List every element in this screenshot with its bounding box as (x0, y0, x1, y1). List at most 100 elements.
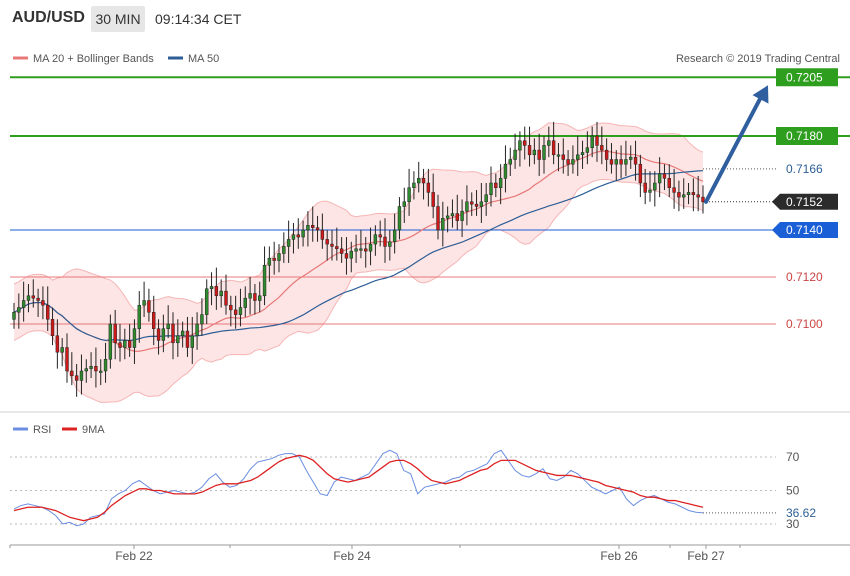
candle-body (176, 335, 180, 344)
candle-body (595, 135, 599, 146)
candle-body (74, 375, 79, 381)
candle-body (156, 328, 161, 341)
candle-body (378, 234, 382, 238)
bollinger-band (13, 122, 704, 403)
candle-body (219, 290, 223, 297)
research-credit: Research © 2019 Trading Central (676, 53, 840, 65)
candle-body (262, 265, 267, 297)
resistance-label-0.7205: 0.7205 (786, 70, 823, 84)
candle-body (17, 307, 21, 313)
candle-body (402, 201, 406, 207)
candle-body (214, 286, 219, 297)
candle-body (547, 140, 551, 146)
ma9-legend-label: 9MA (82, 424, 105, 436)
candle-body (373, 234, 378, 245)
candle-body (532, 149, 537, 156)
candle-body (209, 286, 214, 289)
candle-body (368, 243, 373, 252)
candle-body (339, 248, 344, 254)
dotted-label-0.7166: 0.7166 (786, 162, 823, 176)
pivot-label-bg-0.7140 (772, 222, 838, 238)
candle-body (696, 194, 700, 198)
candle-body (315, 227, 320, 231)
candle-body (166, 323, 170, 329)
candle-body (330, 243, 334, 247)
x-tick-Feb 24: Feb 24 (333, 549, 371, 563)
candle-body (335, 246, 339, 250)
candle-body (619, 159, 623, 165)
candle-body (190, 335, 194, 348)
candle-body (431, 192, 435, 207)
candle-body (426, 182, 431, 193)
chart-header: AUD/USD 30 MIN 09:14:34 CET (0, 0, 850, 38)
candle-body (123, 340, 127, 348)
candle-body (296, 234, 300, 238)
candle-body (556, 154, 561, 157)
rsi-tick-30: 30 (786, 517, 800, 531)
candle-body (523, 140, 527, 146)
candle-body (677, 192, 681, 198)
support-label-0.7120: 0.7120 (786, 270, 823, 284)
candle-body (609, 159, 614, 165)
candle-body (580, 152, 585, 156)
candle-body (349, 250, 353, 259)
candle-body (282, 246, 286, 254)
candle-body (243, 297, 247, 308)
candle-body (542, 145, 546, 160)
candle-body (686, 192, 691, 195)
candle-body (470, 201, 474, 205)
candle-body (94, 366, 98, 372)
candle-body (12, 312, 16, 320)
candle-body (392, 229, 397, 242)
timestamp: 09:14:34 CET (155, 11, 242, 27)
candle-body (180, 330, 185, 336)
candle-body (99, 370, 103, 373)
candle-body (344, 253, 349, 259)
candle-body (325, 239, 329, 245)
candle-body (397, 206, 402, 231)
candle-body (445, 215, 450, 219)
bollinger-lower-line (13, 178, 704, 403)
pivot-label-0.7140: 0.7140 (786, 223, 823, 237)
candle-body (474, 203, 479, 207)
candle-body (513, 149, 517, 160)
candle-body (527, 145, 532, 156)
candle-body (436, 206, 440, 231)
candle-body (224, 290, 228, 306)
candle-body (311, 225, 315, 228)
candle-body (561, 154, 565, 160)
candle-body (364, 248, 368, 252)
candle-body (450, 213, 455, 217)
support-label-0.7100: 0.7100 (786, 317, 823, 331)
candle-body (200, 314, 204, 325)
candle-body (494, 182, 498, 188)
ma20-line (13, 150, 704, 352)
candle-body (503, 163, 508, 179)
candle-body (84, 368, 88, 372)
ma20-legend-label: MA 20 + Bollinger Bands (33, 53, 154, 65)
candle-body (508, 159, 512, 165)
bollinger-upper-line (13, 122, 704, 311)
candle-body (301, 229, 305, 238)
candle-body (320, 229, 325, 240)
candle-body (79, 370, 84, 381)
candle-body (161, 328, 166, 341)
candle-body (65, 347, 69, 372)
candle-body (70, 370, 74, 376)
candle-body (306, 225, 310, 231)
candle-body (691, 192, 696, 195)
candle-body (142, 300, 146, 306)
ma50-legend-label: MA 50 (188, 53, 219, 65)
candle-body (89, 366, 93, 369)
candle-body (41, 300, 45, 306)
candle-body (229, 304, 233, 311)
candle-body (147, 300, 151, 313)
candle-body (701, 196, 705, 203)
candle-body (267, 257, 272, 266)
candle-body (518, 140, 522, 151)
timeframe-badge[interactable]: 30 MIN (91, 6, 145, 32)
candle-body (662, 173, 667, 179)
current-price-label-bg (772, 193, 838, 210)
candle-body (571, 159, 575, 165)
